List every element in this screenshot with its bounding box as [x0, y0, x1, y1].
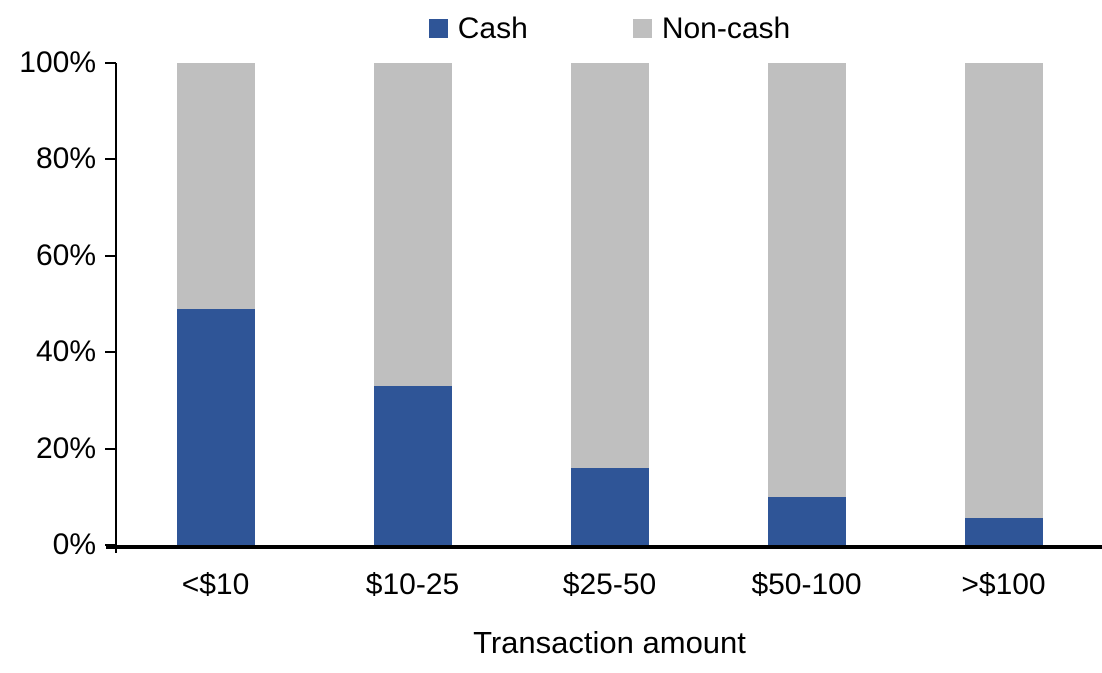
bar-cash-segment — [373, 385, 452, 545]
cash-legend-swatch-icon — [428, 19, 448, 38]
y-axis-tick — [105, 544, 116, 546]
x-axis-line — [106, 545, 1102, 549]
bar-noncash-segment — [373, 63, 452, 386]
y-axis-tick — [105, 447, 116, 450]
y-axis-tick — [105, 351, 116, 354]
bar-cash-segment — [964, 518, 1043, 545]
y-tick-label: 40% — [35, 335, 96, 369]
bar-noncash-segment — [964, 63, 1043, 519]
non-cash-legend-swatch-icon — [632, 19, 652, 38]
chart-legend: Cash Non-cash — [117, 12, 1102, 45]
y-axis-tick — [105, 254, 116, 257]
y-tick-label: 20% — [35, 431, 96, 465]
y-tick-label: 60% — [35, 238, 96, 272]
bar-noncash-segment — [570, 63, 649, 468]
legend-item-cash: Cash — [428, 12, 528, 45]
y-tick-label: 100% — [19, 46, 96, 79]
x-tick-label: <$10 — [181, 568, 250, 601]
bar-cash-segment — [570, 467, 649, 545]
legend-label: Cash — [457, 12, 528, 45]
bar-noncash-segment — [767, 63, 846, 497]
x-tick-label: >$100 — [961, 568, 1046, 601]
x-axis-title: Transaction amount — [473, 625, 746, 660]
y-axis-tick — [105, 158, 116, 161]
y-tick-label: 80% — [35, 142, 96, 176]
bar-cash-segment — [767, 496, 846, 545]
legend-label: Non-cash — [661, 12, 791, 45]
bar-noncash-segment — [176, 63, 255, 309]
x-tick-label: $50-100 — [751, 568, 862, 601]
y-tick-label: 0% — [52, 528, 96, 561]
bar-cash-segment — [176, 308, 255, 545]
y-axis-line — [115, 63, 117, 553]
x-tick-label: $10-25 — [365, 568, 460, 601]
x-tick-label: $25-50 — [562, 568, 657, 601]
legend-item-non-cash: Non-cash — [632, 12, 791, 45]
y-axis-tick — [105, 62, 116, 64]
